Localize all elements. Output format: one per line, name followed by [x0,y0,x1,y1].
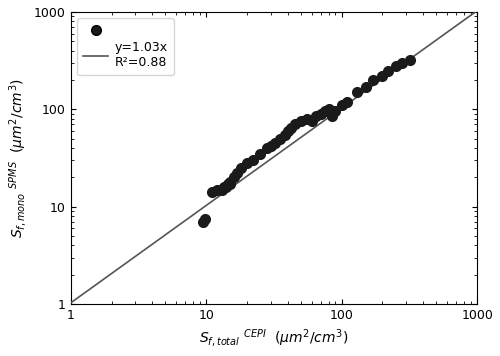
Point [312,113,320,119]
Point [222,184,230,190]
Point [208,190,216,195]
Point [302,116,310,122]
Point [324,106,332,112]
Legend: , y=1.03x
R²=0.88: , y=1.03x R²=0.88 [77,18,174,75]
Point [243,160,251,166]
Point [338,103,345,108]
Point [248,157,256,163]
Y-axis label: $S_{f,mono}\ ^{SPMS}$  $(\mu m^2/cm^3)$: $S_{f,mono}\ ^{SPMS}$ $(\mu m^2/cm^3)$ [7,78,28,238]
Point [362,84,370,90]
Point [234,171,241,176]
Point [237,165,245,171]
Point [226,179,234,185]
Point [270,140,278,146]
Point [220,184,228,190]
Point [267,143,275,149]
Point [392,63,400,69]
Point [224,182,232,187]
Point [218,187,226,192]
Point [378,73,386,79]
Point [316,111,324,117]
Point [328,113,336,119]
Point [369,77,377,83]
Point [353,89,361,95]
Point [213,187,221,192]
Point [226,182,234,187]
Point [201,216,209,222]
Point [199,219,207,225]
Point [406,57,414,63]
Point [256,151,264,157]
Point [344,99,351,104]
Point [308,119,316,124]
X-axis label: $S_{f,total}\ ^{CEPI}$  $(\mu m^2/cm^3)$: $S_{f,total}\ ^{CEPI}$ $(\mu m^2/cm^3)$ [199,328,349,349]
Point [276,136,284,141]
Point [286,125,294,130]
Point [281,132,289,137]
Point [384,68,392,73]
Point [230,174,238,180]
Point [263,145,271,151]
Point [297,119,305,124]
Point [398,60,406,66]
Point [321,109,329,114]
Point [284,128,292,134]
Point [290,121,298,127]
Point [332,109,340,114]
